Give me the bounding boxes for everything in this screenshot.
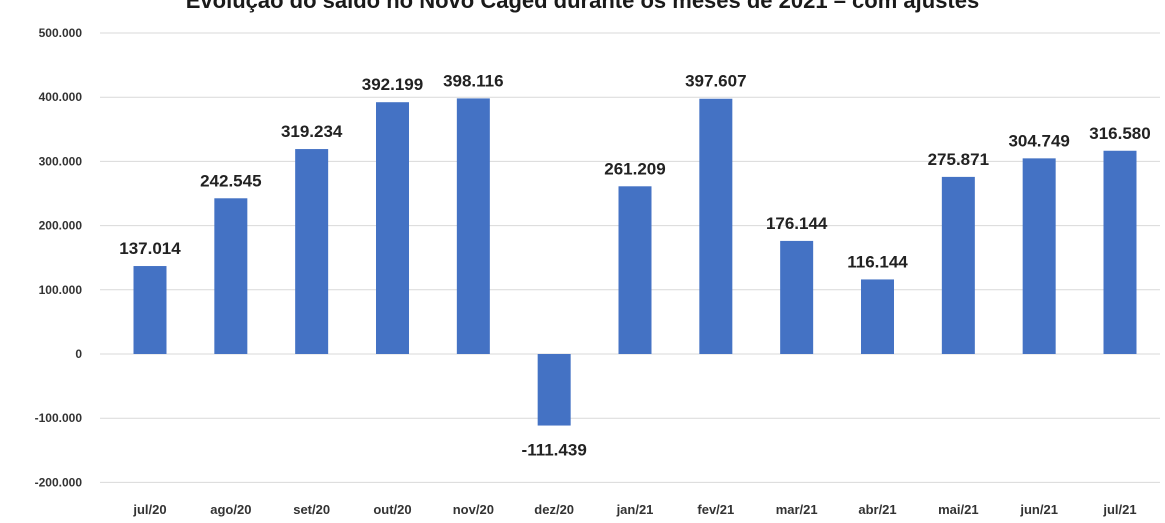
data-label: 316.580	[1089, 124, 1150, 143]
x-tick-label: out/20	[373, 502, 411, 517]
data-label: 176.144	[766, 214, 828, 233]
data-label: 304.749	[1008, 131, 1069, 150]
x-tick-label: ago/20	[210, 502, 251, 517]
x-tick-label: fev/21	[697, 502, 734, 517]
x-tick-label: set/20	[293, 502, 330, 517]
data-label: 392.199	[362, 75, 423, 94]
data-label: 137.014	[119, 239, 181, 258]
y-tick-label: 400.000	[39, 90, 83, 104]
x-tick-label: dez/20	[534, 502, 574, 517]
x-tick-label: jan/21	[616, 502, 654, 517]
bar	[1022, 158, 1056, 354]
data-label: 116.144	[847, 252, 908, 271]
data-label: 319.234	[281, 122, 343, 141]
bar	[780, 240, 814, 354]
data-label: 242.545	[200, 171, 261, 190]
y-tick-label: -100.000	[35, 411, 83, 425]
y-tick-label: 200.000	[39, 219, 83, 233]
x-tick-label: mar/21	[776, 502, 818, 517]
y-tick-label: 100.000	[39, 283, 83, 297]
bar	[941, 176, 975, 354]
data-label: 275.871	[928, 150, 989, 169]
data-label: 261.209	[604, 159, 665, 178]
bar	[537, 354, 571, 426]
y-tick-label: 500.000	[39, 26, 83, 40]
bar	[376, 102, 409, 354]
data-label: 398.116	[443, 71, 504, 90]
data-label: 397.607	[685, 72, 746, 91]
bar	[295, 149, 329, 354]
x-tick-label: mai/21	[938, 502, 978, 517]
chart-title: Evolução do saldo no Novo Caged durante …	[185, 0, 980, 13]
x-tick-label: jul/20	[132, 502, 166, 517]
y-tick-label: -200.000	[35, 475, 83, 489]
bar	[861, 279, 894, 354]
x-tick-label: jul/21	[1102, 502, 1136, 517]
y-tick-label: 0	[75, 347, 82, 361]
bar	[456, 98, 490, 354]
y-tick-label: 300.000	[39, 154, 83, 168]
bar	[214, 198, 248, 354]
x-tick-label: abr/21	[858, 502, 896, 517]
bar	[699, 98, 733, 355]
x-tick-label: jun/21	[1019, 502, 1058, 517]
bar	[618, 186, 652, 354]
x-tick-label: nov/20	[453, 502, 494, 517]
bar	[1103, 150, 1137, 354]
bar	[133, 266, 167, 354]
data-label: -111.439	[522, 441, 587, 460]
